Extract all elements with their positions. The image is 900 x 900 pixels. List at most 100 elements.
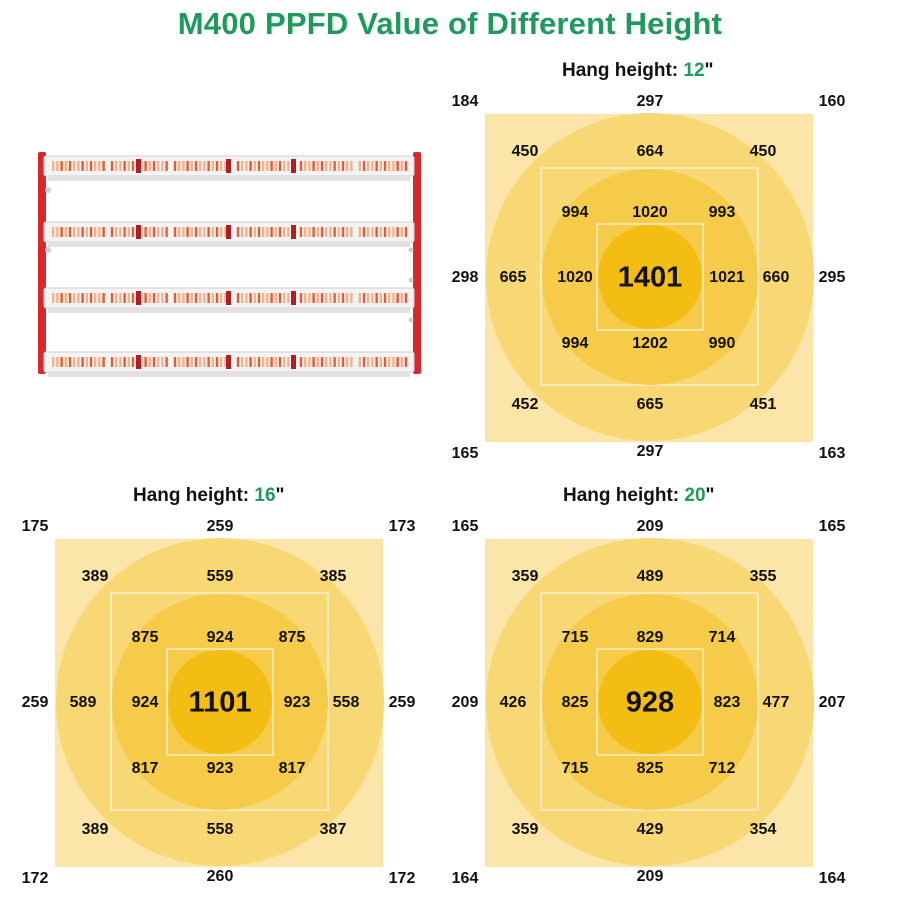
mid-square-outline (540, 592, 759, 811)
led-diode (77, 161, 80, 171)
led-diode (144, 161, 147, 171)
hang-height-value: 20 (684, 485, 706, 506)
led-diode (186, 227, 189, 237)
led-diode (299, 293, 303, 303)
led-diode (329, 161, 332, 171)
ppfd-inner-value: 924 (207, 629, 234, 646)
led-diode (245, 357, 248, 367)
led-diode (283, 357, 286, 367)
led-diode (367, 161, 370, 171)
led-diode (270, 293, 273, 303)
led-diode (60, 357, 63, 367)
ppfd-inner-value: 715 (562, 629, 589, 646)
led-diode (148, 227, 151, 237)
bar-connector (226, 225, 231, 239)
led-diode (396, 293, 399, 303)
led-diode (346, 357, 349, 367)
led-diode (325, 293, 328, 303)
led-diode (266, 227, 269, 237)
ppfd-outer-value: 558 (207, 821, 234, 838)
led-diode (178, 227, 181, 237)
led-diode (308, 227, 311, 237)
ppfd-outer-value: 664 (637, 143, 664, 160)
center-circle (598, 225, 702, 329)
led-diode (371, 227, 374, 237)
led-diode (157, 161, 160, 171)
ppfd-inner-value: 823 (714, 694, 741, 711)
led-diode (274, 161, 277, 171)
led-diode (333, 227, 336, 237)
led-diode (371, 293, 374, 303)
ppfd-outer-value: 559 (207, 568, 234, 585)
led-diode (199, 227, 202, 237)
led-diode (375, 357, 378, 367)
led-diode (350, 227, 353, 237)
led-diode (211, 293, 214, 303)
led-diode (178, 161, 181, 171)
led-diode (119, 293, 122, 303)
led-diode (64, 227, 67, 237)
led-diode (98, 293, 101, 303)
led-diode (249, 161, 252, 171)
led-diode (144, 227, 147, 237)
ppfd-edge-value: 207 (819, 694, 846, 711)
hang-height-value: 12 (683, 60, 705, 81)
led-diode (329, 227, 332, 237)
led-diode (341, 161, 345, 171)
led-diode (358, 357, 361, 367)
hang-height-label: Hang height: (563, 485, 680, 506)
led-diode (379, 161, 382, 171)
led-diode (220, 227, 223, 237)
led-diode (182, 227, 185, 237)
ppfd-outer-value: 489 (637, 568, 664, 585)
led-diode (388, 357, 391, 367)
led-diode (325, 357, 328, 367)
led-diode (140, 161, 143, 171)
ppfd-outer-value: 355 (750, 568, 777, 585)
led-diode (207, 357, 210, 367)
led-diode (131, 357, 135, 367)
ppfd-outer-value: 558 (333, 694, 360, 711)
led-diode (392, 227, 395, 237)
led-diode (287, 357, 290, 367)
ppfd-edge-value: 165 (452, 518, 479, 535)
led-diode (283, 227, 286, 237)
led-diode (333, 293, 336, 303)
led-diode (152, 227, 156, 237)
led-diode (241, 357, 244, 367)
led-diode (257, 357, 261, 367)
led-diode (249, 293, 252, 303)
led-diode (346, 293, 349, 303)
led-diode (270, 161, 273, 171)
led-diode (320, 227, 324, 237)
led-diode (346, 227, 349, 237)
led-bar-shadow (48, 242, 410, 247)
led-diode (383, 357, 387, 367)
led-diode (253, 293, 256, 303)
led-diode (329, 357, 332, 367)
led-diode (304, 227, 307, 237)
led-diode (245, 161, 248, 171)
led-diode (358, 227, 361, 237)
bar-connector (136, 291, 141, 305)
led-diode (312, 293, 315, 303)
led-diode (220, 161, 223, 171)
led-diode (266, 293, 269, 303)
led-diode (404, 161, 408, 171)
ppfd-inner-value: 817 (132, 760, 159, 777)
ppfd-inner-value: 993 (709, 204, 736, 221)
led-diode (287, 227, 290, 237)
frame-knob (408, 277, 414, 283)
led-diode (115, 161, 118, 171)
led-diode (396, 161, 399, 171)
frame-knob (408, 317, 414, 323)
ppfd-grid-12in: 184 297 160 298 295 165 297 163 450 664 450 665 660 4… (445, 90, 855, 465)
led-diode (274, 227, 277, 237)
led-diode (316, 227, 319, 237)
led-fixture-image (36, 150, 428, 385)
ppfd-edge-value: 172 (389, 870, 416, 887)
led-diode (68, 357, 72, 367)
ppfd-outer-value: 359 (512, 821, 539, 838)
led-diode (379, 227, 382, 237)
led-diode (392, 293, 395, 303)
